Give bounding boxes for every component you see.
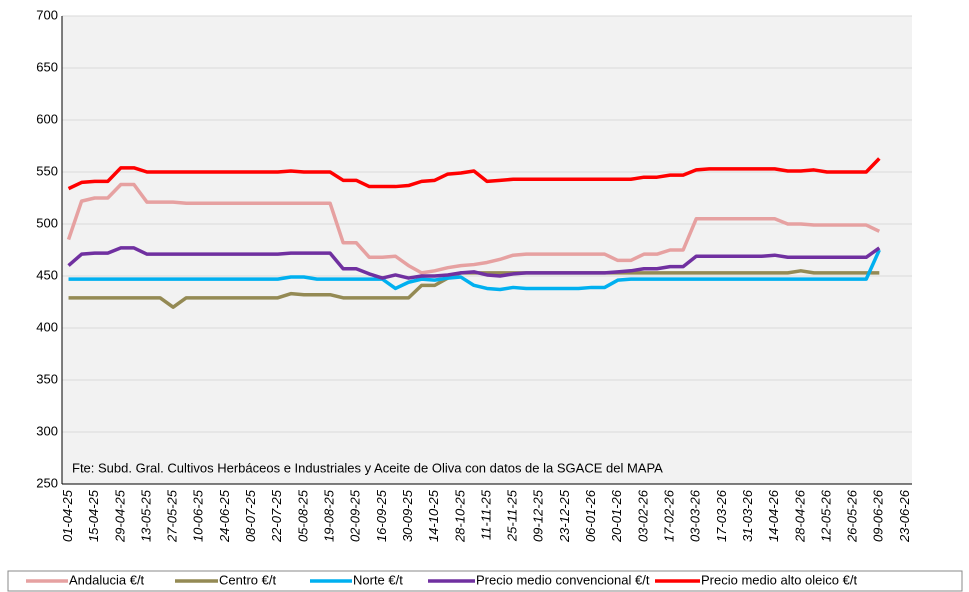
legend-box [7,570,963,592]
x-tick-label: 20-01-26 [609,489,624,543]
legend-label: Norte €/t [353,572,403,587]
x-tick-label: 19-08-25 [322,489,337,542]
y-tick-label: 550 [36,163,58,178]
x-tick-label: 23-06-26 [897,489,912,543]
x-tick-label: 13-05-25 [138,489,153,542]
x-tick-label: 03-03-26 [688,489,703,542]
x-tick-label: 16-09-25 [374,489,389,542]
x-tick-label: 03-02-26 [635,489,650,542]
y-tick-label: 350 [36,371,58,386]
plot-area [62,16,912,484]
legend-label: Precio medio convencional €/t [476,572,650,587]
x-tick-label: 22-07-25 [269,489,284,543]
x-tick-label: 09-12-25 [531,489,546,542]
x-tick-label: 31-03-26 [740,489,755,542]
x-tick-label: 28-10-25 [452,489,467,543]
x-tick-label: 09-06-26 [871,489,886,542]
x-tick-label: 14-04-26 [766,489,781,542]
x-tick-label: 01-04-25 [60,489,75,542]
y-tick-label: 700 [36,7,58,22]
x-tick-label: 06-01-26 [583,489,598,542]
series-line [68,249,881,292]
y-tick-label: 300 [36,423,58,438]
x-tick-label: 27-05-25 [165,489,180,543]
x-tick-label: 08-07-25 [243,489,258,542]
annotation: Fte: Subd. Gral. Cultivos Herbáceos e In… [72,460,663,475]
y-tick-label: 500 [36,215,58,230]
y-tick-label: 650 [36,59,58,74]
x-tick-label: 14-10-25 [426,489,441,542]
x-tick-label: 17-02-26 [662,489,677,542]
y-tick-label: 600 [36,111,58,126]
y-tick-label: 450 [36,267,58,282]
legend-label: Andalucia €/t [69,572,145,587]
legend-label: Precio medio alto oleico €/t [701,572,857,587]
x-tick-label: 28-04-26 [792,489,807,543]
y-tick-label: 400 [36,319,58,334]
legend-label: Centro €/t [219,572,276,587]
y-tick-label: 250 [36,475,58,490]
x-tick-label: 05-08-25 [295,489,310,542]
x-tick-label: 15-04-25 [86,489,101,542]
x-tick-label: 02-09-25 [348,489,363,542]
x-tick-label: 23-12-25 [557,489,572,543]
x-tick-label: 17-03-26 [714,489,729,542]
series-line [67,246,881,280]
x-tick-label: 29-04-25 [112,489,127,543]
series-line [66,182,881,275]
x-tick-label: 12-05-26 [818,489,833,542]
x-tick-label: 25-11-25 [505,489,520,542]
series-line [67,157,881,191]
x-tick-label: 24-06-25 [217,489,232,543]
x-tick-label: 10-06-25 [191,489,206,542]
x-tick-label: 11-11-25 [478,489,493,540]
x-tick-label: 30-09-25 [400,489,415,542]
x-tick-label: 26-05-26 [845,489,860,543]
